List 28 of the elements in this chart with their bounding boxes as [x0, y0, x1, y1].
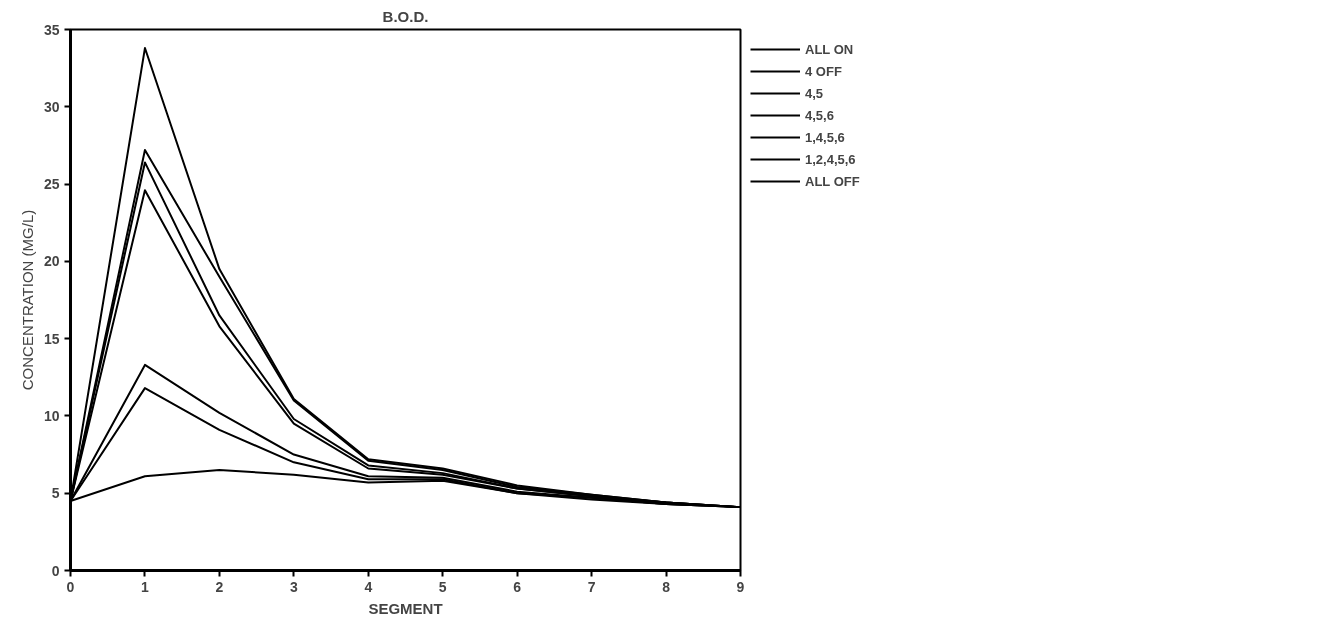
x-tick-label: 7 — [587, 578, 596, 595]
x-tick-label: 9 — [736, 578, 745, 595]
legend-label: 1,4,5,6 — [805, 129, 845, 145]
y-tick-label: 5 — [51, 485, 60, 502]
y-tick-label: 10 — [43, 407, 60, 424]
y-tick-label: 30 — [43, 98, 60, 115]
y-tick-label: 35 — [43, 21, 60, 38]
x-tick-label: 1 — [141, 578, 150, 595]
legend-label: 4,5 — [805, 85, 825, 101]
x-tick-label: 0 — [66, 578, 75, 595]
x-axis-title: SEGMENT — [368, 599, 443, 617]
x-tick-label: 3 — [289, 578, 298, 595]
x-tick-label: 8 — [662, 578, 671, 595]
y-tick-label: 20 — [43, 253, 60, 270]
y-tick-label: 15 — [43, 330, 60, 347]
legend-label: ALL OFF — [805, 173, 860, 189]
x-tick-label: 4 — [364, 578, 373, 595]
legend-label: ALL ON — [805, 41, 854, 57]
legend-label: 4,5,6 — [805, 107, 834, 123]
legend-label: 1,2,4,5,6 — [805, 151, 856, 167]
chart-title: B.O.D. — [382, 7, 429, 25]
x-tick-label: 5 — [438, 578, 447, 595]
x-tick-label: 2 — [215, 578, 224, 595]
y-tick-label: 25 — [43, 176, 60, 193]
y-axis-title: CONCENTRATION (MG/L) — [18, 209, 36, 391]
x-tick-label: 6 — [513, 578, 522, 595]
legend-label: 4 OFF — [805, 63, 842, 79]
y-tick-label: 0 — [51, 562, 60, 579]
